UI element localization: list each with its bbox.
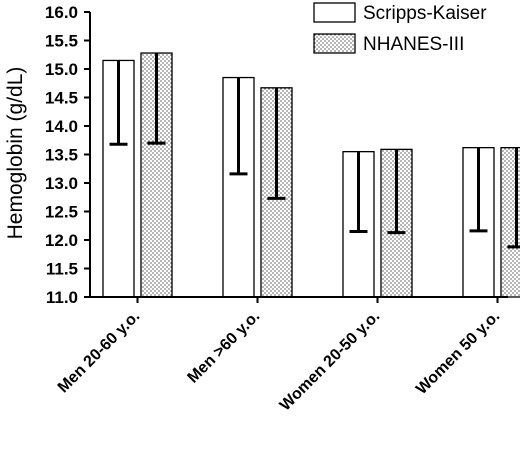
y-tick-label: 15.0 [45,60,78,79]
error-bars [109,53,520,249]
y-tick-label: 14.5 [45,89,78,108]
category-label: Women 50 y.o. [413,308,503,398]
y-tick-label: 14.0 [45,117,78,136]
x-axis-labels: Men 20-60 y.o. Men >60 y.o. Women 20-50 y.… [55,297,503,415]
y-tick-label: 16.0 [45,3,78,22]
y-tick-label: 12.5 [45,203,78,222]
legend-swatch-nhanes [313,33,356,54]
legend-swatch-scripps-kaiser [313,2,356,23]
bars [102,52,520,298]
y-tick-label: 13.5 [45,146,78,165]
legend: Scripps-Kaiser NHANES-III [313,2,487,55]
y-axis-ticks: 11.0 11.5 12.0 12.5 13.0 13.5 14.0 14.5 15.0 15.5… [45,3,90,307]
y-tick-label: 15.5 [45,32,78,51]
category-label: Women 20-50 y.o. [277,308,384,415]
y-tick-label: 12.0 [45,231,78,250]
y-tick-label: 11.5 [46,260,78,279]
category-label: Men >60 y.o. [185,308,264,387]
y-axis-label: Hemoglobin (g/dL) [4,67,27,240]
y-tick-label: 13.0 [45,174,78,193]
legend-label-scripps-kaiser: Scripps-Kaiser [363,3,487,24]
y-tick-label: 11.0 [46,288,78,307]
category-label: Men 20-60 y.o. [55,308,144,397]
legend-label-nhanes: NHANES-III [363,34,464,55]
